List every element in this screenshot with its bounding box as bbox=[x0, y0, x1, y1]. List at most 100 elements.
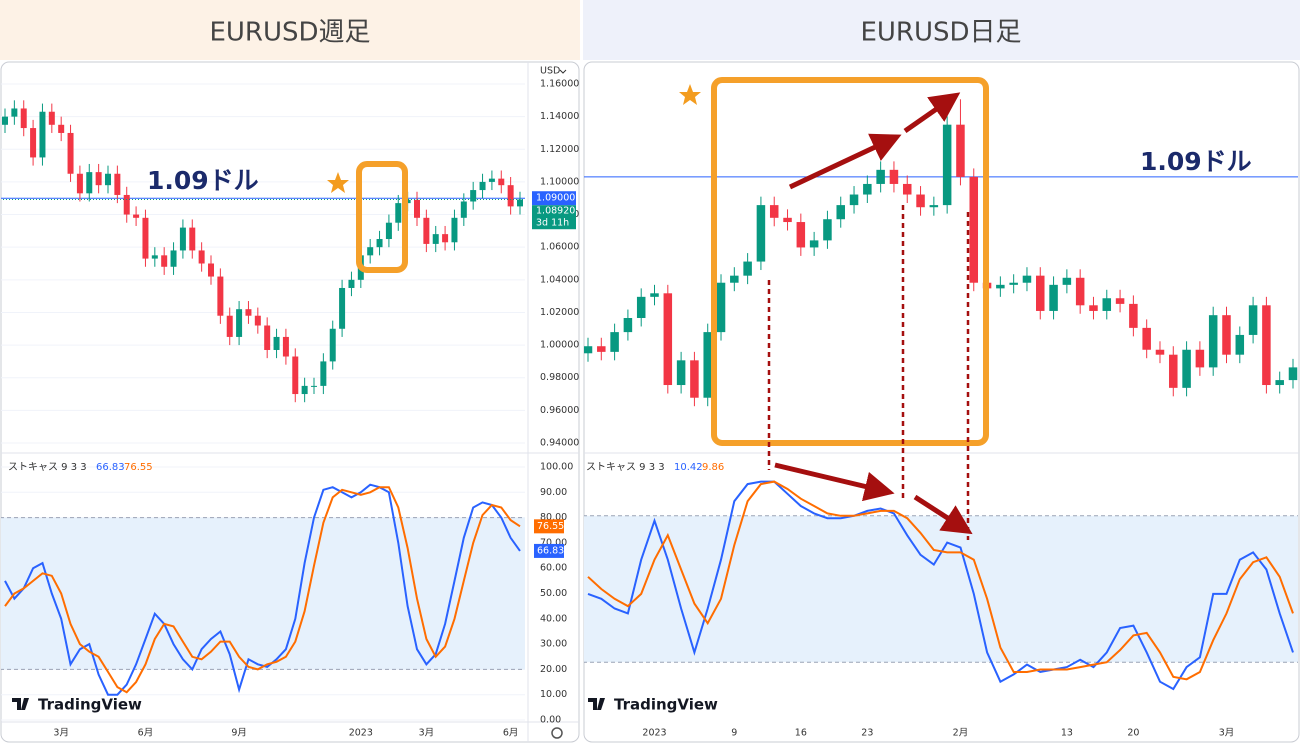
candle-body bbox=[329, 328, 336, 362]
candle-body bbox=[743, 261, 752, 276]
x-tick-label: 3月 bbox=[1219, 728, 1235, 739]
candle-body bbox=[610, 332, 619, 352]
candle-body bbox=[311, 385, 317, 387]
candle-body bbox=[348, 279, 355, 288]
arrow bbox=[788, 133, 902, 190]
y-tick-label: 1.04000 bbox=[540, 274, 579, 285]
candle-body bbox=[30, 128, 37, 158]
y-tick-label: 1.02000 bbox=[540, 307, 579, 318]
band-fill bbox=[584, 515, 1298, 663]
x-tick-label: 23 bbox=[861, 728, 873, 739]
candle-body bbox=[783, 217, 792, 223]
legend-value: 9.86 bbox=[702, 462, 724, 473]
value-badge bbox=[534, 543, 564, 558]
candle-body bbox=[769, 205, 779, 218]
candle-body bbox=[95, 172, 102, 186]
watermark: TradingView bbox=[38, 696, 142, 714]
candle-body bbox=[969, 176, 979, 283]
y-tick-label: 1.00000 bbox=[540, 340, 579, 351]
y-tick-label: 1.14000 bbox=[540, 111, 579, 122]
y-tick-label: 1.12000 bbox=[540, 144, 579, 155]
candle-body bbox=[889, 169, 899, 184]
y-tick-label: 100.00 bbox=[540, 462, 573, 473]
annotation: 1.09ドル bbox=[1140, 147, 1252, 176]
left-layer bbox=[1, 83, 525, 721]
value-badge-label: 76.55 bbox=[537, 521, 564, 532]
candle-body bbox=[123, 194, 130, 215]
candle-body bbox=[1169, 354, 1178, 388]
candle-body bbox=[1275, 380, 1284, 386]
candle-body bbox=[1036, 275, 1045, 311]
candle-body bbox=[703, 332, 712, 398]
x-tick-label: 16 bbox=[795, 728, 807, 739]
candle-body bbox=[597, 346, 606, 352]
candle-body bbox=[385, 222, 392, 240]
x-tick-label: 2023 bbox=[642, 728, 666, 739]
candle-body bbox=[1009, 282, 1018, 285]
candle-body bbox=[1288, 367, 1298, 381]
candle-body bbox=[208, 263, 214, 277]
candle-body bbox=[479, 181, 486, 191]
candle-body bbox=[39, 111, 46, 158]
currency-caret bbox=[559, 69, 567, 74]
candle-body bbox=[809, 240, 819, 248]
value-badge-label: 66.83 bbox=[537, 545, 564, 556]
legend-title: ストキャス 9 3 3 bbox=[8, 462, 87, 473]
candle-body bbox=[650, 293, 659, 297]
candle-body bbox=[367, 247, 374, 256]
title-right: EURUSD日足 bbox=[860, 18, 1021, 48]
y-tick-label: 40.00 bbox=[540, 613, 567, 624]
candle-body bbox=[1262, 305, 1271, 386]
candle-body bbox=[245, 309, 252, 316]
candle-body bbox=[876, 169, 885, 184]
candle-body bbox=[716, 282, 726, 333]
candle-body bbox=[916, 194, 925, 208]
y-tick-label: 1.10000 bbox=[540, 176, 579, 187]
candle-body bbox=[254, 315, 261, 326]
x-tick-label: 20 bbox=[1127, 728, 1139, 739]
candle-body bbox=[301, 385, 308, 395]
y-tick-label: 60.00 bbox=[540, 563, 567, 574]
candle-body bbox=[1248, 305, 1258, 335]
candle-body bbox=[179, 227, 186, 251]
x-tick-label: 6月 bbox=[138, 728, 154, 739]
y-tick-label: 0.96000 bbox=[540, 405, 579, 416]
candle-body bbox=[451, 217, 458, 243]
settings-icon[interactable] bbox=[551, 727, 563, 739]
last-price-label: 1.08920 bbox=[536, 206, 575, 217]
candle-body bbox=[76, 173, 83, 194]
stochastic-line bbox=[587, 480, 1294, 691]
candle-body bbox=[133, 214, 140, 218]
candle-body bbox=[488, 178, 495, 182]
candle-body bbox=[676, 360, 686, 386]
x-tick-label: 3月 bbox=[53, 728, 69, 739]
candle-body bbox=[1115, 298, 1125, 304]
header-right bbox=[583, 0, 1300, 60]
candle-body bbox=[432, 234, 439, 244]
candle-body bbox=[86, 172, 93, 194]
candle-body bbox=[264, 325, 271, 350]
candle-body bbox=[1089, 305, 1098, 311]
candle-body bbox=[442, 234, 449, 243]
candle-body bbox=[67, 132, 74, 174]
candle-body bbox=[470, 190, 477, 202]
candle-body bbox=[376, 239, 383, 248]
candle-body bbox=[292, 356, 299, 395]
x-tick-label: 6月 bbox=[503, 728, 519, 739]
right-layer bbox=[584, 99, 1298, 691]
value-badge bbox=[534, 519, 564, 534]
logo bbox=[12, 698, 605, 710]
candle-body bbox=[863, 183, 872, 195]
y-tick-label: 0.94000 bbox=[540, 438, 579, 449]
highlight-box bbox=[356, 161, 408, 273]
candle-body bbox=[161, 255, 168, 267]
legend-title: ストキャス 9 3 3 bbox=[586, 462, 665, 473]
x-tick-label: 2月 bbox=[953, 728, 969, 739]
candle-body bbox=[414, 199, 420, 218]
candle-body bbox=[395, 203, 402, 223]
y-tick-label: 30.00 bbox=[540, 639, 567, 650]
stochastic-line bbox=[4, 486, 521, 694]
x-tick-label: 9月 bbox=[231, 728, 247, 739]
y-tick-label: 20.00 bbox=[540, 664, 567, 675]
